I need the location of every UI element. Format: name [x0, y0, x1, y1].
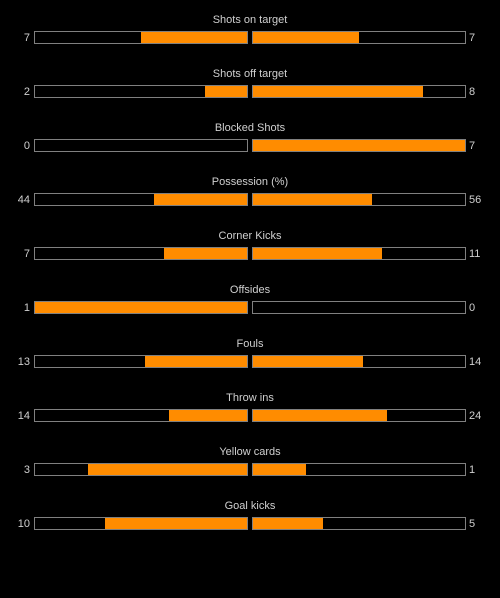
away-value: 56: [469, 194, 482, 206]
away-bar-fill: [253, 518, 323, 529]
home-value: 13: [17, 356, 30, 368]
home-value: 0: [23, 140, 30, 152]
away-bar: [252, 517, 466, 530]
home-bar: [34, 517, 248, 530]
stat-row: Blocked Shots 0 7: [0, 118, 500, 158]
away-bar-fill: [253, 86, 423, 97]
home-bar-fill: [141, 32, 247, 43]
stat-label: Throw ins: [226, 392, 274, 404]
away-value: 5: [469, 518, 476, 530]
home-bar-fill: [168, 410, 247, 421]
away-bar-fill: [253, 32, 359, 43]
home-bar-fill: [204, 86, 247, 97]
stat-row: Offsides 1 0: [0, 280, 500, 320]
stat-row: Goal kicks 10 5: [0, 496, 500, 536]
home-bar: [34, 247, 248, 260]
away-bar-fill: [253, 410, 387, 421]
away-bar-fill: [253, 140, 465, 151]
stat-row: Shots off target 2 8: [0, 64, 500, 104]
away-value: 1: [469, 464, 476, 476]
away-value: 0: [469, 302, 476, 314]
home-bar-fill: [153, 194, 247, 205]
stat-label: Fouls: [236, 338, 264, 350]
home-value: 44: [17, 194, 30, 206]
stat-row: Yellow cards 3 1: [0, 442, 500, 482]
home-bar: [34, 463, 248, 476]
home-bar-fill: [145, 356, 247, 367]
home-bar: [34, 193, 248, 206]
away-value: 24: [469, 410, 482, 422]
home-value: 3: [23, 464, 30, 476]
home-bar-fill: [104, 518, 247, 529]
away-value: 7: [469, 32, 476, 44]
away-bar: [252, 409, 466, 422]
home-bar: [34, 139, 248, 152]
home-value: 7: [23, 32, 30, 44]
away-value: 14: [469, 356, 482, 368]
stat-label: Blocked Shots: [214, 122, 286, 134]
away-bar: [252, 193, 466, 206]
away-bar: [252, 301, 466, 314]
home-bar-fill: [88, 464, 247, 475]
home-bar: [34, 355, 248, 368]
home-bar-fill: [164, 248, 247, 259]
away-bar: [252, 139, 466, 152]
stat-row: Throw ins 14 24: [0, 388, 500, 428]
stat-row: Shots on target 7 7: [0, 10, 500, 50]
away-bar: [252, 31, 466, 44]
stat-row: Possession (%) 44 56: [0, 172, 500, 212]
away-bar: [252, 247, 466, 260]
away-value: 8: [469, 86, 476, 98]
home-bar: [34, 409, 248, 422]
stat-label: Shots on target: [212, 14, 288, 26]
home-bar: [34, 301, 248, 314]
away-value: 7: [469, 140, 476, 152]
away-bar-fill: [253, 464, 306, 475]
stat-label: Corner Kicks: [218, 230, 282, 242]
away-bar: [252, 85, 466, 98]
stat-label: Offsides: [229, 284, 271, 296]
stat-row: Fouls 13 14: [0, 334, 500, 374]
stat-label: Yellow cards: [219, 446, 281, 458]
stat-label: Goal kicks: [224, 500, 276, 512]
home-value: 1: [23, 302, 30, 314]
home-value: 7: [23, 248, 30, 260]
stat-label: Possession (%): [211, 176, 289, 188]
home-value: 2: [23, 86, 30, 98]
away-bar: [252, 355, 466, 368]
away-bar-fill: [253, 194, 372, 205]
home-value: 14: [17, 410, 30, 422]
away-value: 11: [469, 248, 481, 260]
away-bar-fill: [253, 248, 383, 259]
home-value: 10: [17, 518, 30, 530]
stat-row: Corner Kicks 7 11: [0, 226, 500, 266]
stat-label: Shots off target: [212, 68, 288, 80]
away-bar: [252, 463, 466, 476]
away-bar-fill: [253, 356, 364, 367]
home-bar: [34, 31, 248, 44]
home-bar-fill: [35, 302, 247, 313]
home-bar: [34, 85, 248, 98]
